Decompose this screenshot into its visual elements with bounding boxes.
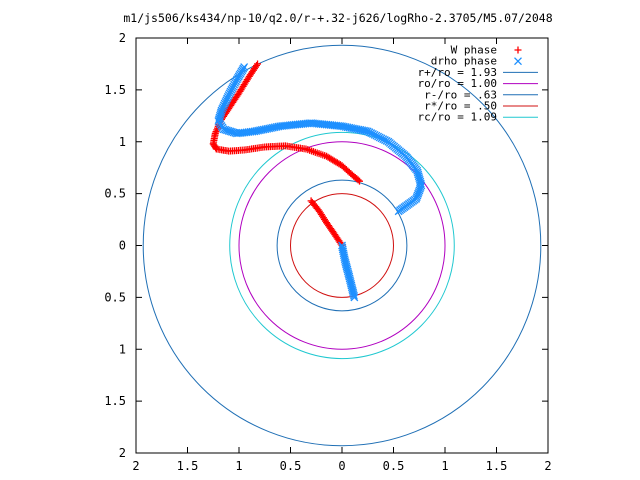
x-tick-label: 0.5 — [383, 459, 405, 473]
circle-2 — [276, 179, 408, 312]
data-series — [209, 60, 426, 302]
x-tick-label: 1 — [441, 459, 448, 473]
y-tick-label: 2 — [119, 446, 126, 460]
data-point — [354, 176, 362, 184]
x-tick-label: 0 — [338, 459, 345, 473]
legend-label: W phase — [451, 44, 497, 57]
y-tick-label: 2 — [119, 31, 126, 45]
circle-3 — [290, 193, 394, 298]
x-tick-label: 2 — [544, 459, 551, 473]
circle-4 — [229, 131, 455, 360]
legend-label: r*/ro = .50 — [424, 100, 497, 113]
y-tick-label: 1.5 — [104, 83, 126, 97]
y-tick-label: 1.5 — [104, 394, 126, 408]
y-tick-label: 0.5 — [104, 290, 126, 304]
data-point — [514, 57, 522, 66]
x-tick-label: 1.5 — [486, 459, 508, 473]
y-tick-label: 0.5 — [104, 187, 126, 201]
y-tick-label: 0 — [119, 239, 126, 253]
series-1 — [214, 63, 426, 302]
reference-circles — [142, 44, 542, 447]
chart-title: m1/js506/ks434/np-10/q2.0/r-+.32-j626/lo… — [123, 11, 552, 25]
circle-0 — [142, 44, 542, 447]
data-point — [349, 291, 358, 300]
data-point — [350, 293, 359, 302]
x-tick-label: 1 — [235, 459, 242, 473]
series-0 — [209, 60, 364, 249]
data-point — [356, 177, 364, 185]
circle-1 — [238, 141, 446, 350]
legend-label: drho phase — [431, 55, 497, 68]
data-point — [514, 46, 522, 54]
x-tick-label: 1.5 — [177, 459, 199, 473]
data-point — [394, 207, 403, 216]
legend-label: r-/ro = .63 — [424, 88, 497, 101]
legend-label: rc/ro = 1.09 — [418, 111, 497, 124]
y-tick-label: 1 — [119, 135, 126, 149]
axis-ticks: 2 1.5 1 0.5 0 0.5 1 1.5 221.510.500.511.52 — [104, 31, 551, 473]
y-tick-label: 1 — [119, 342, 126, 356]
x-tick-label: 2 — [132, 459, 139, 473]
x-tick-label: 0.5 — [280, 459, 302, 473]
legend-label: ro/ro = 1.00 — [418, 77, 497, 90]
legend-label: r+/ro = 1.93 — [418, 66, 497, 79]
